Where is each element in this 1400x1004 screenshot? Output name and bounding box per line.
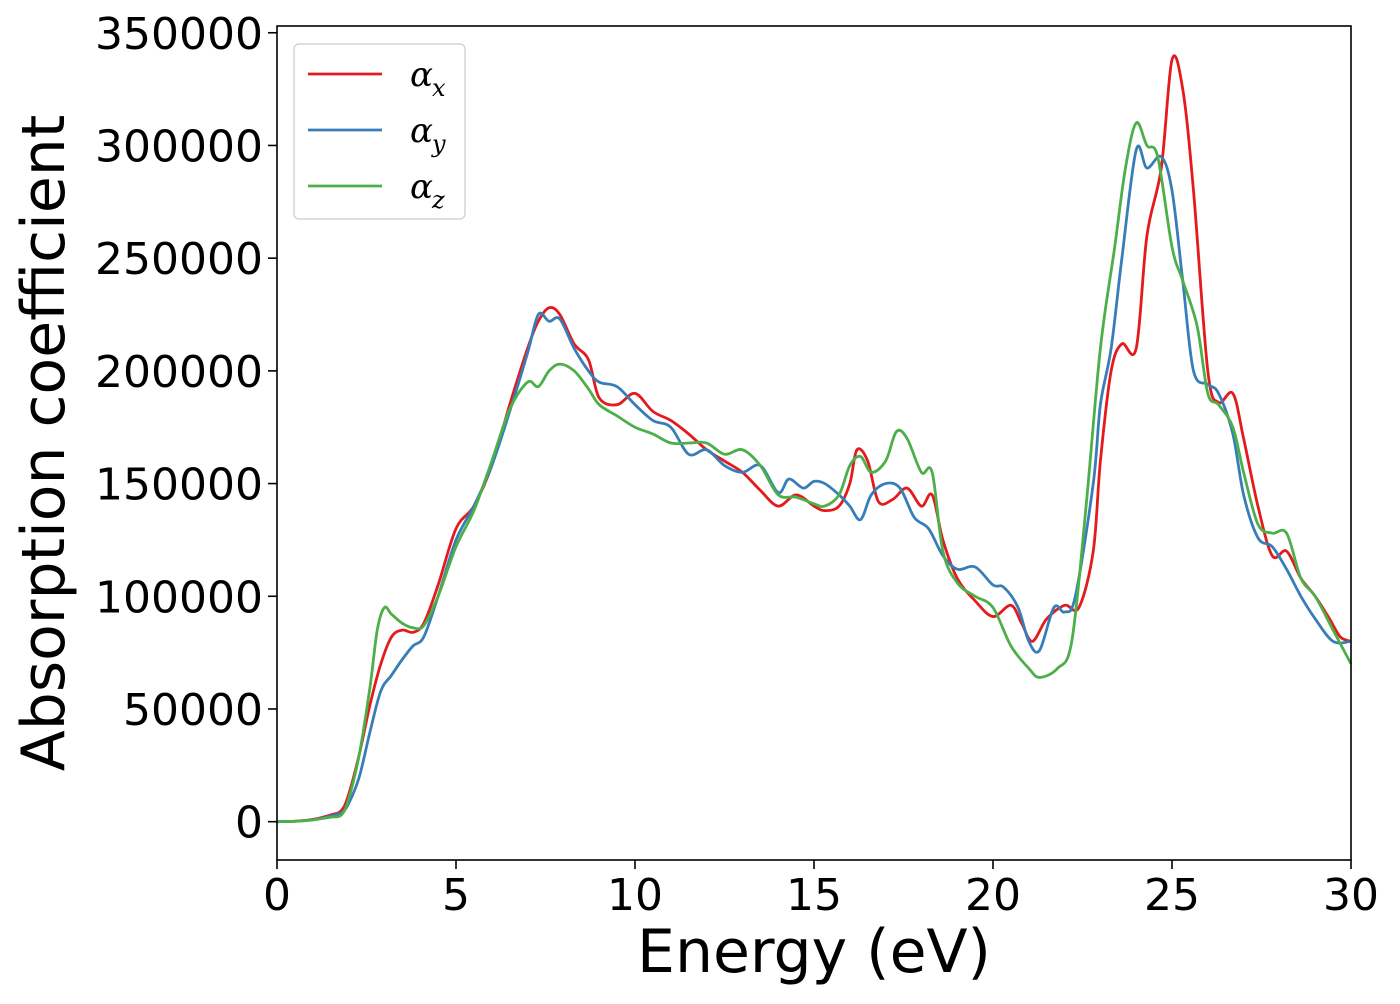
legend-box [293, 43, 466, 220]
y-tick-label: 350000 [95, 9, 263, 60]
y-tick-label: 200000 [95, 347, 263, 398]
y-tick-label: 150000 [95, 460, 263, 511]
legend-label-alpha-x: α [410, 55, 433, 95]
legend-label-alpha-y: α [410, 111, 433, 151]
legend-subscript-x: x [432, 74, 446, 102]
series-line-alpha-z [276, 121, 1353, 824]
y-axis-title: Absorption coefficient [9, 115, 79, 772]
y-tick-label: 250000 [95, 234, 263, 285]
series-line-alpha-x [276, 54, 1352, 824]
legend-label-alpha-z: α [410, 167, 433, 207]
x-tick-label: 10 [607, 870, 663, 921]
x-tick-label: 20 [965, 870, 1021, 921]
legend-subscript-y: y [431, 130, 446, 158]
x-tick-label: 0 [263, 870, 291, 921]
x-axis-title: Energy (eV) [637, 917, 991, 987]
plot-lines [276, 54, 1353, 824]
x-tick-label: 5 [442, 870, 470, 921]
legend-subscript-z: z [431, 186, 445, 214]
y-tick-label: 100000 [95, 572, 263, 623]
x-tick-label: 30 [1323, 870, 1379, 921]
x-tick-label: 25 [1144, 870, 1200, 921]
x-axis: 0 5 10 15 20 25 30 [263, 860, 1379, 921]
series-line-alpha-y [276, 144, 1352, 824]
y-tick-label: 0 [235, 798, 263, 849]
y-tick-label: 300000 [95, 121, 263, 172]
y-axis: 0 50000 100000 150000 200000 250000 300000 3500… [95, 9, 277, 849]
y-tick-label: 50000 [123, 685, 263, 736]
legend: α xα yα z [293, 43, 466, 220]
x-tick-label: 15 [786, 870, 842, 921]
